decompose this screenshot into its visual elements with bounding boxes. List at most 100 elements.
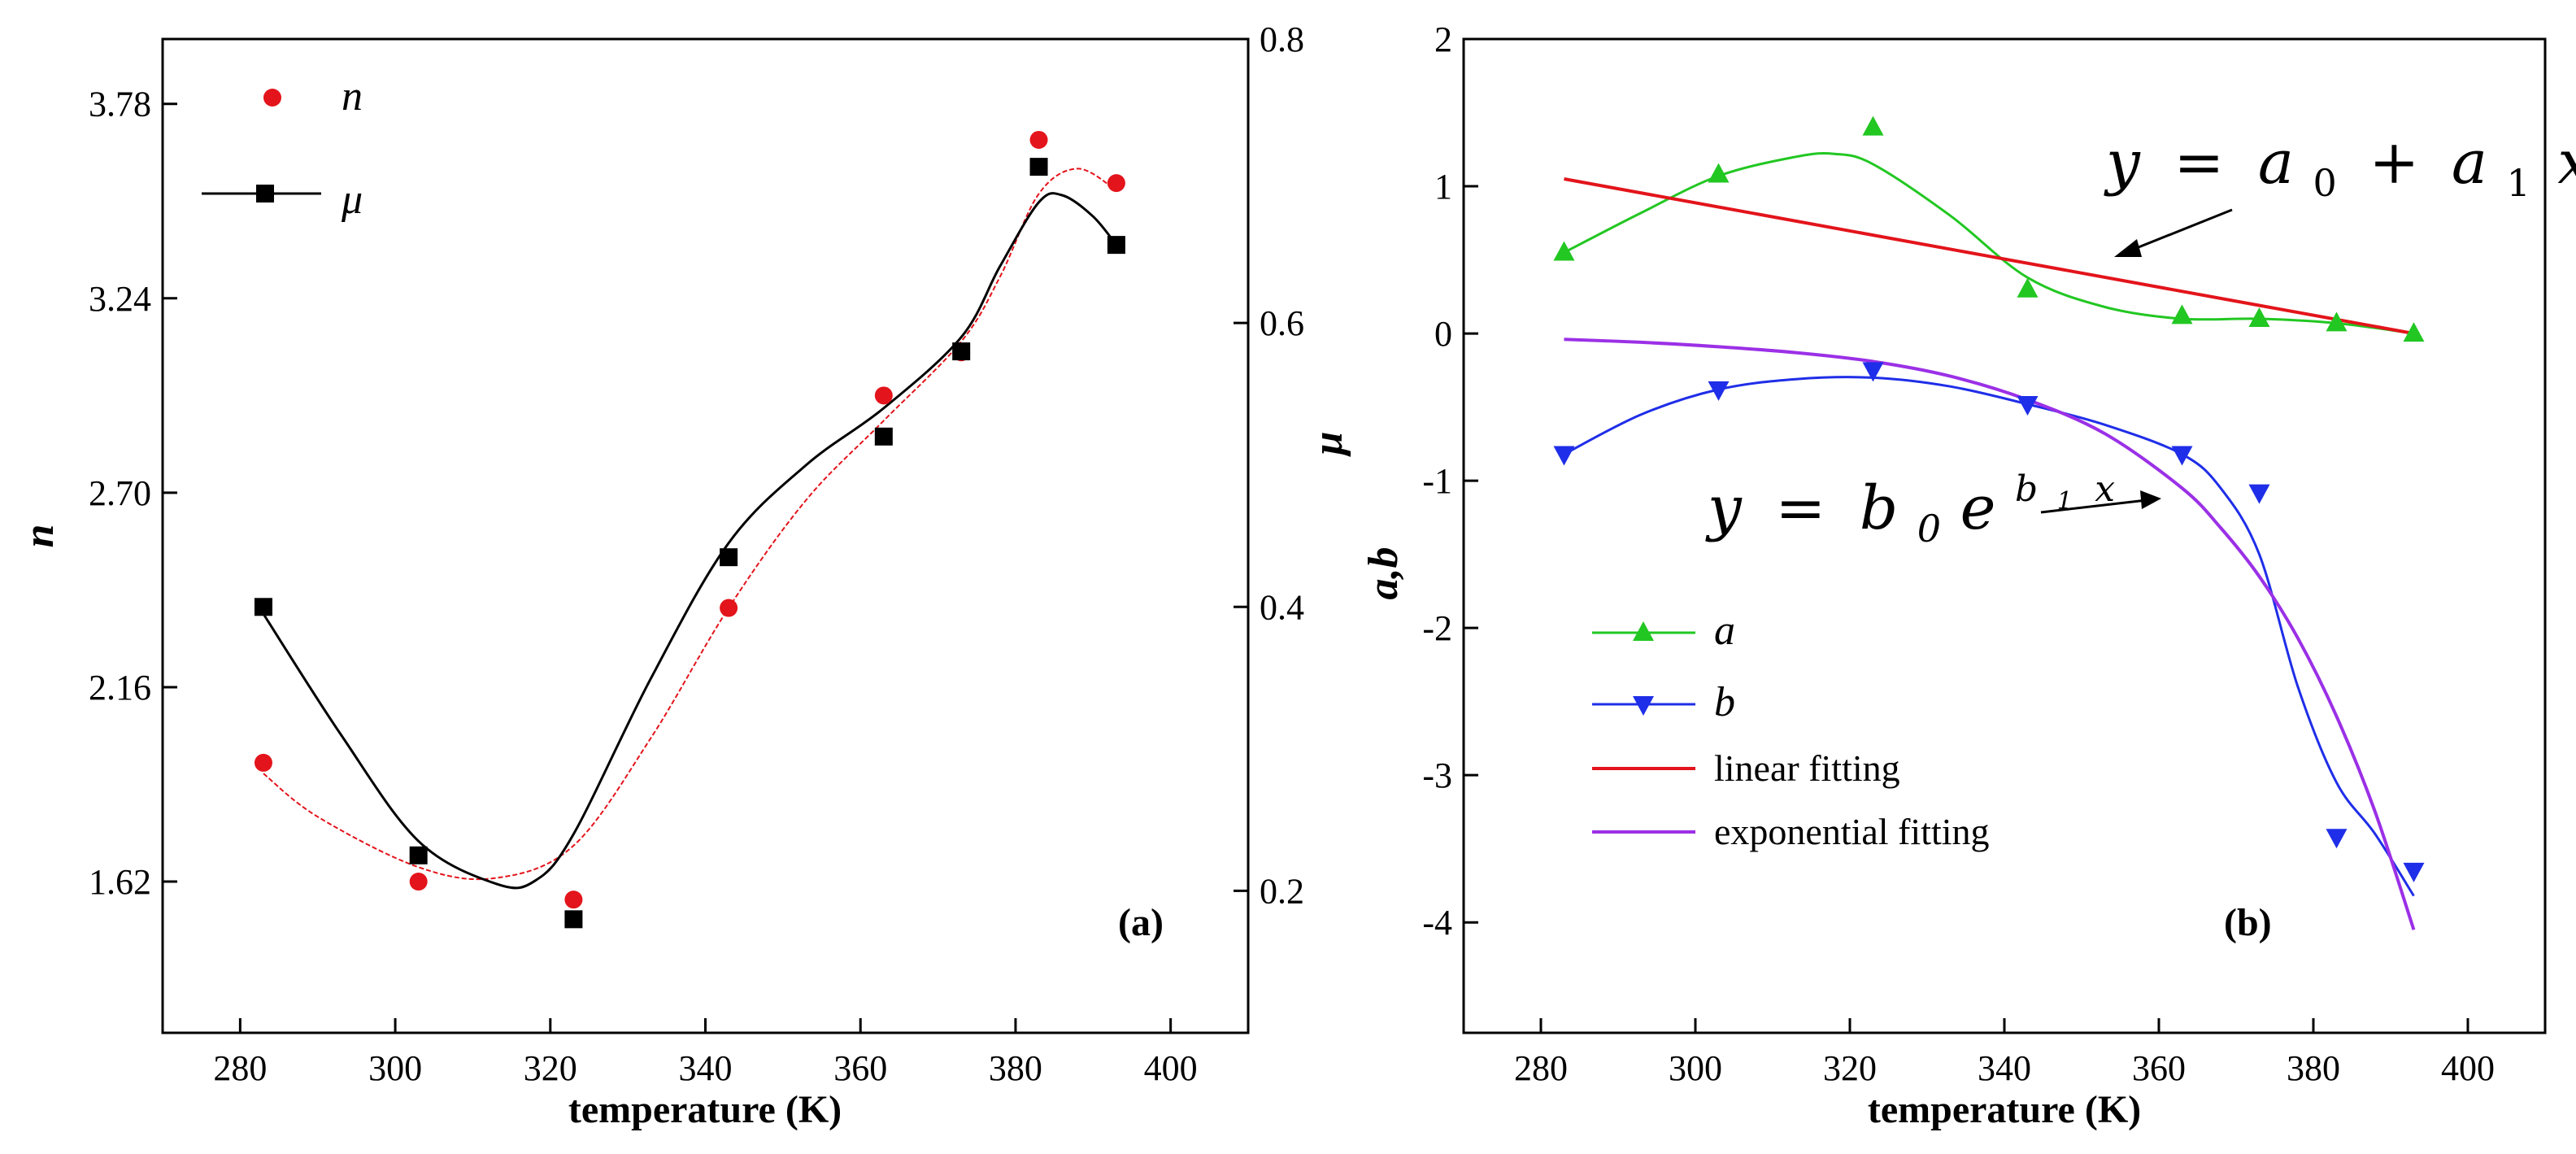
x-tick-label: 300 — [1669, 1048, 1722, 1088]
legend-b-marker — [1633, 696, 1654, 716]
mu-fit-curve — [262, 192, 1118, 890]
panel-b-x-title: temperature (K) — [1868, 1088, 2141, 1131]
panel-b-y-title: a,b — [1360, 547, 1407, 600]
exponential-equation: y = b 0 e b 1 x — [1705, 446, 2115, 556]
n-point — [720, 599, 738, 617]
n-point — [1029, 130, 1048, 149]
b-point — [1862, 362, 1884, 382]
panel-a-y-ticks: 1.62 2.16 2.70 3.24 3.78 — [89, 85, 177, 902]
n-point — [1107, 174, 1125, 193]
exp-arrow-line — [2040, 499, 2147, 514]
legend-b-label: b — [1714, 679, 1735, 725]
x-tick-label: 380 — [989, 1048, 1042, 1088]
panel-a-frame — [161, 37, 1250, 1034]
y-tick-label: 1.62 — [89, 862, 151, 902]
mu-point — [720, 548, 738, 567]
x-tick-label: 360 — [833, 1048, 887, 1088]
a-point — [1553, 241, 1575, 261]
a-point — [2326, 311, 2348, 332]
y-tick-label: 2.70 — [89, 473, 151, 513]
y2-tick-label: 0.6 — [1260, 303, 1304, 343]
a-point — [2403, 322, 2425, 342]
a-point — [1862, 115, 1884, 136]
y-tick-label: -3 — [1422, 756, 1452, 795]
lin-eq-y: y — [2104, 128, 2141, 198]
panel-b-y-ticks: -4 -3 -2 -1 0 1 2 — [1422, 20, 1478, 943]
linear-arrow-line — [2126, 208, 2233, 254]
panel-a-legend: n μ — [202, 73, 363, 223]
n-point — [874, 386, 893, 405]
exp-eq-sub0: 0 — [1917, 507, 1941, 551]
panel-a-label: (a) — [1118, 901, 1164, 944]
y-tick-label: 0 — [1434, 314, 1452, 354]
exp-eq-y: y — [1705, 473, 1743, 543]
exp-arrow-head — [2140, 490, 2161, 509]
panel-b-series — [1553, 115, 2425, 930]
y-tick-label: 2.16 — [89, 668, 151, 708]
y2-tick-label: 0.8 — [1260, 20, 1304, 59]
b-point — [2171, 446, 2193, 466]
linear-fit-curve — [1564, 177, 2414, 336]
mu-point — [564, 910, 583, 929]
x-tick-label: 280 — [1514, 1048, 1568, 1088]
lin-eq-a1: a — [2452, 128, 2487, 198]
exp-eq-b: b — [1860, 473, 1898, 543]
n-point — [409, 873, 428, 891]
legend-n-marker — [263, 89, 281, 107]
x-tick-label: 400 — [1144, 1048, 1198, 1088]
a-point — [2017, 277, 2039, 298]
mu-point — [874, 427, 893, 446]
a-point — [1708, 163, 1730, 183]
y-tick-label: 3.24 — [89, 279, 151, 319]
panel-b-label: (b) — [2224, 901, 2272, 944]
b-point — [2248, 484, 2270, 504]
lin-eq-sub1: 1 — [2507, 161, 2530, 205]
lin-eq-plus: + — [2369, 128, 2419, 198]
x-tick-label: 300 — [368, 1048, 422, 1088]
mu-point — [254, 598, 272, 616]
panel-a-y2-title: μ — [1305, 432, 1351, 458]
x-tick-label: 320 — [524, 1048, 577, 1088]
linear-arrow-head — [2114, 239, 2142, 257]
linear-equation: y = a 0 + a 1 x — [2104, 128, 2576, 211]
exp-eq-exp-b: b — [2015, 468, 2038, 510]
mu-point — [409, 846, 428, 864]
n-point — [254, 753, 272, 772]
b-point — [2017, 395, 2039, 416]
a-point — [2248, 307, 2270, 327]
n-fit-curve — [263, 168, 1117, 881]
panel-a-x-title: temperature (K) — [568, 1088, 842, 1131]
panel-a-x-ticks: 280 300 320 340 360 380 400 — [213, 1018, 1198, 1088]
b-point — [1553, 446, 1575, 466]
panel-a-series — [254, 130, 1125, 929]
x-tick-label: 280 — [213, 1048, 267, 1088]
mu-point — [952, 342, 971, 361]
b-point — [1708, 381, 1730, 401]
a-point — [2171, 304, 2193, 324]
y-tick-label: -4 — [1422, 903, 1452, 943]
y-tick-label: 3.78 — [89, 85, 151, 124]
y2-tick-label: 0.2 — [1260, 871, 1304, 911]
legend-a-label: a — [1714, 607, 1735, 654]
legend-exp-label: exponential fitting — [1714, 811, 1990, 852]
x-tick-label: 400 — [2441, 1048, 2495, 1088]
n-point — [564, 891, 583, 909]
lin-eq-a: a — [2258, 128, 2294, 198]
y2-tick-label: 0.4 — [1260, 587, 1304, 627]
y-tick-label: 1 — [1434, 167, 1452, 207]
panel-a: 280 300 320 340 360 380 400 1.62 2.16 2.70 3.24 3.… — [16, 20, 1351, 1131]
legend-linear-label: linear fitting — [1714, 747, 1900, 789]
panel-b-legend: a b linear fitting exponential fitting — [1592, 607, 1990, 852]
b-point — [2326, 829, 2348, 849]
x-tick-label: 380 — [2287, 1048, 2340, 1088]
lin-eq-x: x — [2557, 128, 2576, 198]
panel-b-x-ticks: 280 300 320 340 360 380 400 — [1514, 1018, 2495, 1088]
mu-point — [1107, 236, 1125, 255]
y-tick-label: -1 — [1422, 461, 1452, 501]
b-fit-curve — [1563, 376, 2415, 897]
b-point — [2403, 862, 2425, 882]
x-tick-label: 340 — [679, 1048, 733, 1088]
x-tick-label: 360 — [2132, 1048, 2186, 1088]
legend-n-label: n — [342, 73, 363, 120]
